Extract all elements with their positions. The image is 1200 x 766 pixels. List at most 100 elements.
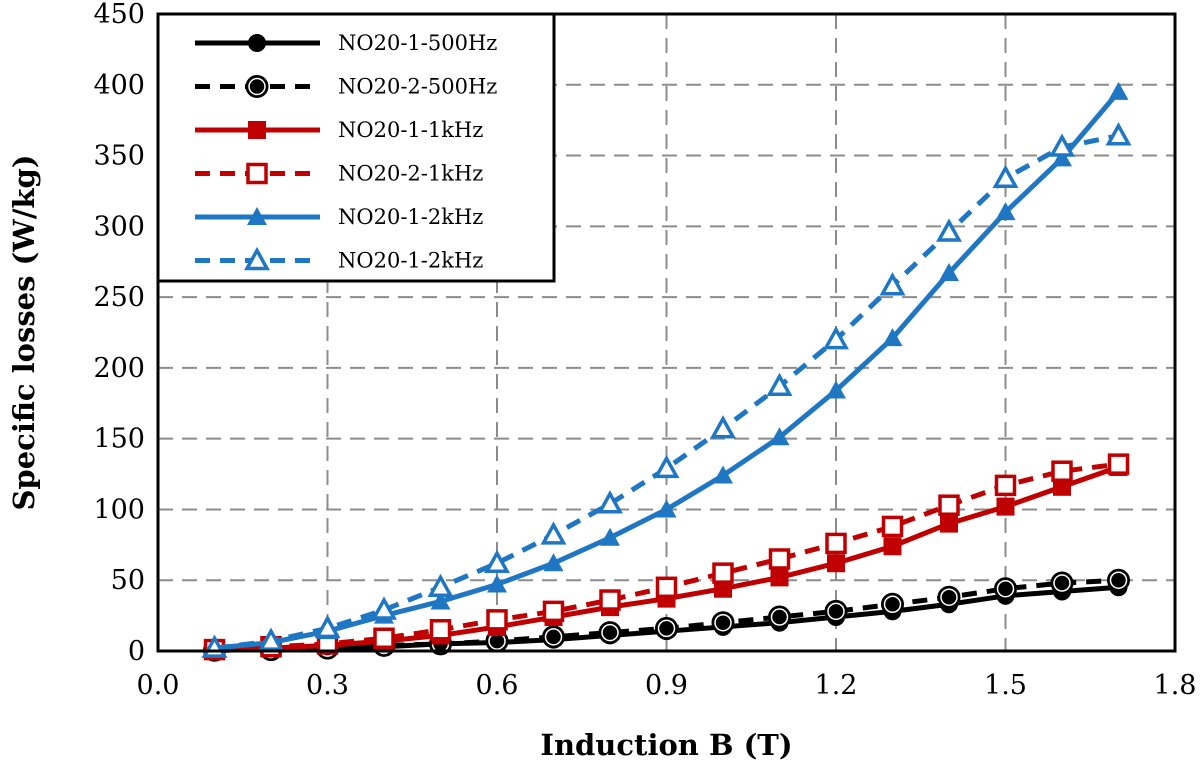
- marker-ring: [714, 613, 732, 632]
- series-5: [201, 122, 1132, 658]
- y-tick-label: 450: [93, 0, 145, 30]
- marker-ring: [940, 588, 958, 606]
- y-tick-label: 250: [93, 282, 145, 313]
- legend-marker: [248, 34, 266, 52]
- data-point: [995, 202, 1016, 221]
- data-point: [994, 577, 1017, 601]
- y-tick-labels: 0 50 100 150 200 250 300 350 400 450: [93, 0, 145, 667]
- legend-item: NO20-2-1kHz: [195, 162, 483, 186]
- data-point: [1052, 148, 1072, 167]
- data-point: [540, 521, 567, 545]
- data-point: [881, 592, 904, 616]
- legend-marker: [244, 246, 270, 271]
- data-point: [655, 616, 678, 640]
- data-point: [881, 515, 904, 538]
- data-point: [487, 574, 507, 593]
- marker-ring: [996, 579, 1015, 598]
- legend-marker: [247, 207, 267, 225]
- legend-label: NO20-2-1kHz: [338, 162, 483, 186]
- y-tick-label: 300: [93, 211, 145, 242]
- series-layer: [201, 81, 1132, 662]
- data-point: [314, 614, 341, 639]
- x-tick-labels: 0.0 0.3 0.6 0.9 1.2 1.5 1.8: [137, 670, 1197, 701]
- data-point: [939, 263, 959, 282]
- x-tick-label: 0.9: [645, 670, 688, 701]
- data-point: [937, 585, 961, 609]
- data-point: [710, 415, 736, 439]
- data-point: [996, 497, 1015, 516]
- legend-item: NO20-1-500Hz: [195, 31, 497, 55]
- data-point: [827, 554, 845, 573]
- data-point: [879, 272, 906, 296]
- legend-item: NO20-1-2kHz: [195, 205, 483, 229]
- x-tick-label: 0.0: [137, 670, 180, 701]
- data-point: [655, 576, 678, 599]
- data-point: [656, 499, 677, 518]
- data-point: [371, 596, 397, 620]
- marker-ring: [827, 602, 845, 621]
- y-tick-label: 100: [93, 494, 145, 525]
- y-tick-label: 400: [93, 70, 145, 101]
- y-tick-label: 350: [93, 141, 145, 172]
- legend-item: NO20-1-1kHz: [195, 118, 483, 142]
- data-point: [713, 465, 733, 484]
- data-point: [373, 627, 395, 650]
- marker-ring: [657, 619, 676, 638]
- legend-label: NO20-1-500Hz: [338, 31, 497, 55]
- y-tick-label: 50: [111, 565, 145, 596]
- plot-frame: [156, 12, 1177, 653]
- x-tick-label: 1.5: [984, 670, 1027, 701]
- data-point: [936, 218, 962, 242]
- data-point: [825, 532, 847, 555]
- legend-label: NO20-2-500Hz: [338, 75, 497, 99]
- data-point: [542, 600, 565, 623]
- data-point: [1051, 460, 1073, 482]
- data-point: [258, 627, 284, 651]
- y-axis-title: Specific losses (W/kg): [7, 154, 41, 510]
- data-point: [992, 164, 1019, 188]
- data-point: [826, 380, 846, 399]
- legend-label: NO20-1-2kHz: [338, 249, 483, 273]
- data-point: [769, 427, 790, 446]
- data-point: [543, 553, 564, 572]
- x-tick-label: 1.2: [815, 670, 858, 701]
- data-point: [770, 568, 789, 587]
- data-point: [1107, 453, 1130, 475]
- data-point: [883, 537, 902, 556]
- data-point: [1050, 571, 1074, 595]
- data-point: [768, 605, 791, 629]
- marker-ring: [883, 595, 902, 614]
- data-point: [1108, 81, 1129, 100]
- data-point: [1107, 568, 1130, 592]
- data-point: [714, 579, 732, 598]
- data-point: [429, 619, 452, 641]
- x-tick-label: 0.6: [476, 670, 519, 701]
- y-tick-label: 200: [93, 353, 145, 384]
- data-point: [1105, 122, 1132, 146]
- data-point: [599, 589, 621, 611]
- data-point: [768, 548, 791, 570]
- legend-item: NO20-2-500Hz: [195, 75, 497, 99]
- legend: NO20-1-500Hz NO20-2-500Hz NO20-1-1kHz NO20-…: [156, 12, 556, 283]
- data-point: [427, 573, 454, 598]
- y-tick-label: 150: [93, 424, 145, 455]
- data-point: [1049, 133, 1075, 157]
- data-point: [597, 490, 623, 514]
- data-point: [598, 621, 622, 645]
- legend-marker: [245, 75, 269, 98]
- data-point: [711, 611, 735, 635]
- data-point: [486, 609, 508, 631]
- data-point: [430, 591, 451, 610]
- x-tick-label: 1.8: [1154, 670, 1197, 701]
- y-tick-label: 0: [128, 636, 145, 667]
- data-point: [938, 494, 960, 516]
- data-point: [712, 562, 734, 584]
- data-point: [994, 474, 1017, 497]
- x-tick-label: 0.3: [306, 670, 349, 701]
- x-axis-title: Induction B (T): [540, 728, 792, 762]
- legend-marker: [246, 162, 268, 185]
- data-point: [882, 328, 903, 347]
- data-point: [824, 599, 848, 623]
- data-point: [766, 372, 793, 397]
